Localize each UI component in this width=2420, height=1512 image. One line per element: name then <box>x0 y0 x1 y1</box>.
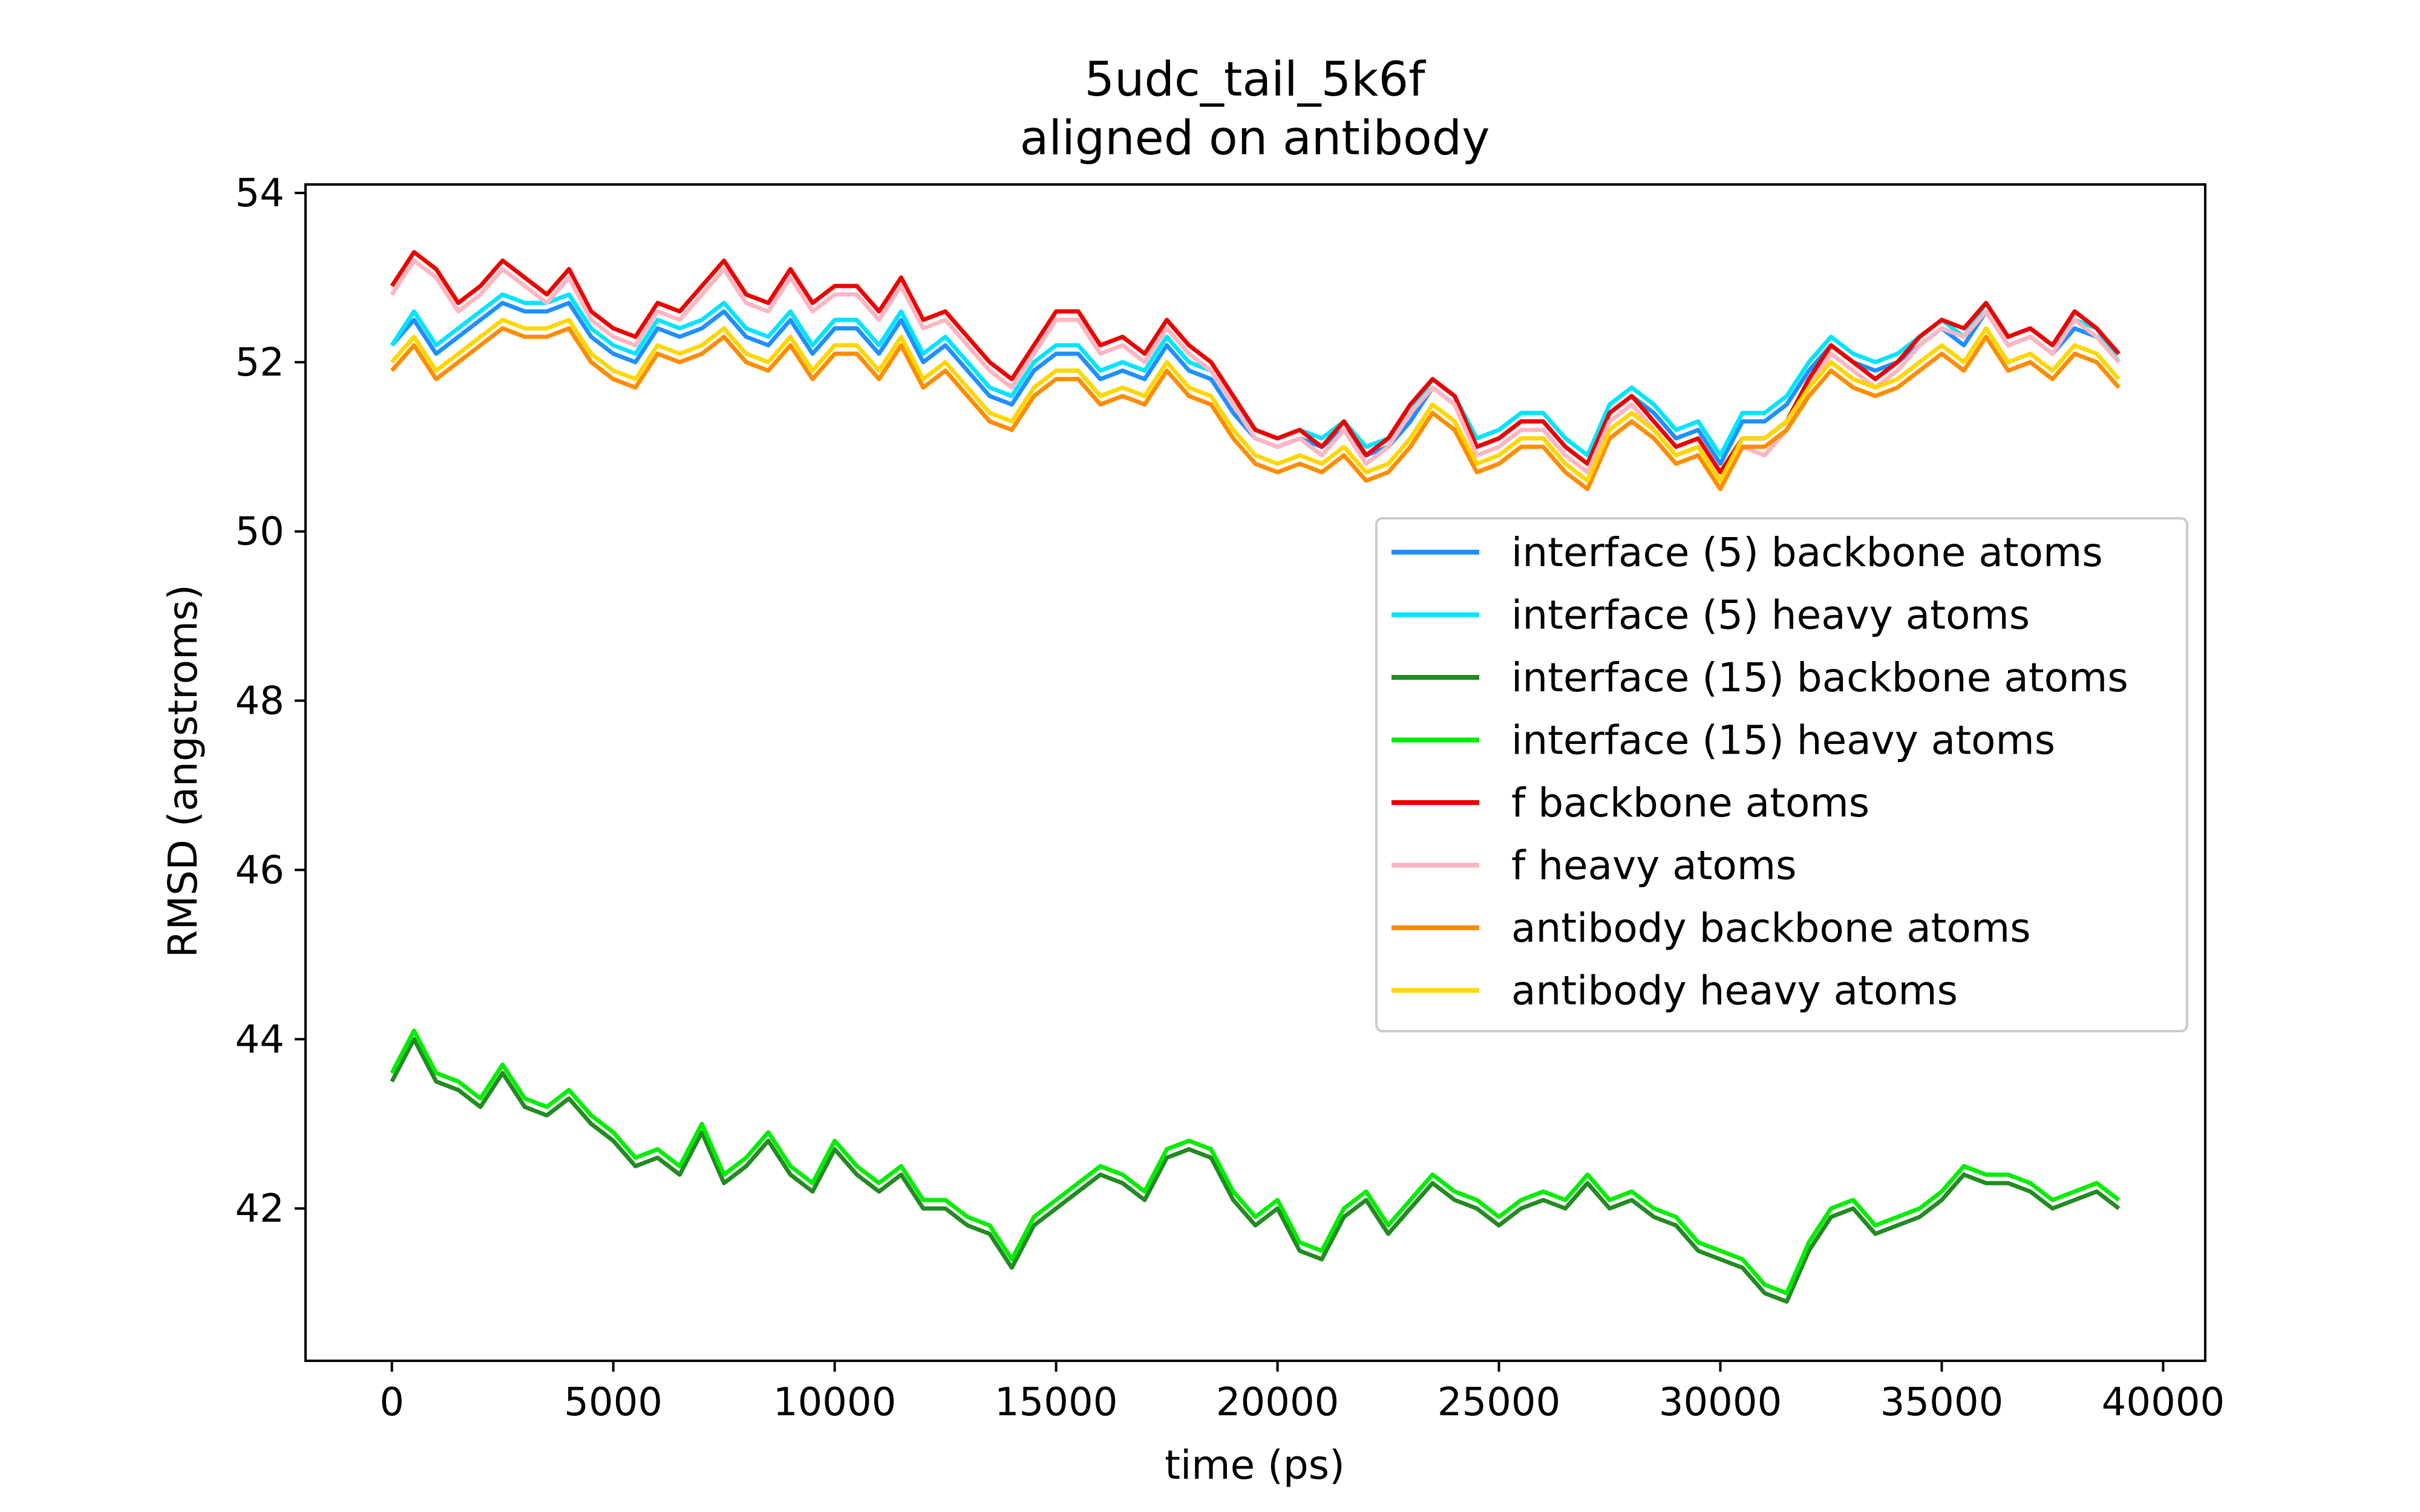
y-tick-label: 44 <box>235 1017 284 1062</box>
y-tick-label: 52 <box>235 341 284 385</box>
legend-label-4: interface (15) heavy atoms <box>1511 717 2055 764</box>
x-tick-label: 0 <box>379 1380 404 1425</box>
x-tick-label: 40000 <box>2102 1380 2225 1425</box>
legend-label-7: antibody backbone atoms <box>1511 905 2031 951</box>
legend-label-5: f backbone atoms <box>1511 780 1869 826</box>
legend-box <box>1375 517 2188 1032</box>
legend: interface (5) backbone atoms interface (5… <box>1375 517 2188 1032</box>
y-tick-label: 50 <box>235 510 284 555</box>
x-tick-label: 25000 <box>1437 1380 1561 1425</box>
legend-label-8: antibody heavy atoms <box>1511 968 1958 1014</box>
chart-subtitle: aligned on antibody <box>1020 111 1490 166</box>
legend-label-1: interface (5) backbone atoms <box>1511 529 2103 576</box>
plot-frame <box>304 183 2206 1362</box>
y-tick-label: 48 <box>235 679 284 724</box>
legend-items: interface (5) backbone atoms interface (5… <box>1392 529 2128 1014</box>
y-tick-label: 46 <box>235 848 284 893</box>
series-line-4 <box>390 1028 2121 1295</box>
series-line-3 <box>390 1037 2121 1304</box>
y-axis-label: RMSD (angstroms) <box>160 584 206 957</box>
x-tick-label: 35000 <box>1880 1380 2004 1425</box>
x-axis-ticks: 0 5000 10000 15000 20000 25000 30000 35000 40000 <box>379 1361 2225 1425</box>
chart-title: 5udc_tail_5k6f <box>1084 53 1426 107</box>
x-tick-label: 15000 <box>995 1380 1118 1425</box>
x-tick-label: 30000 <box>1659 1380 1782 1425</box>
series-line-5 <box>390 250 2121 475</box>
legend-label-6: f heavy atoms <box>1511 842 1797 889</box>
legend-label-2: interface (5) heavy atoms <box>1511 592 2030 639</box>
x-tick-label: 5000 <box>564 1380 662 1425</box>
series-line-6 <box>390 258 2121 483</box>
x-tick-label: 20000 <box>1216 1380 1339 1425</box>
y-tick-label: 42 <box>235 1187 284 1231</box>
legend-label-3: interface (15) backbone atoms <box>1511 654 2128 701</box>
series-layer <box>390 250 2121 1304</box>
y-axis-ticks: 42 44 46 48 50 52 54 <box>235 171 306 1231</box>
x-tick-label: 10000 <box>773 1380 897 1425</box>
series-line-8 <box>390 318 2121 483</box>
series-line-7 <box>390 326 2121 492</box>
x-axis-label: time (ps) <box>1165 1442 1345 1488</box>
y-tick-label: 54 <box>235 171 284 216</box>
